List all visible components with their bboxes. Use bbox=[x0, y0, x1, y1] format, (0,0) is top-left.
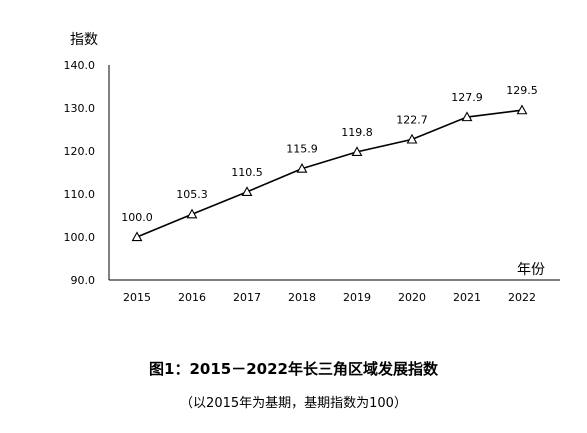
y-tick-label: 120.0 bbox=[64, 145, 96, 158]
chart-subtitle: （以2015年为基期，基期指数为100） bbox=[180, 396, 407, 411]
data-label: 115.9 bbox=[286, 143, 318, 156]
axes bbox=[108, 65, 560, 281]
y-tick-label: 90.0 bbox=[71, 274, 96, 287]
x-tick-label: 2020 bbox=[398, 291, 426, 304]
data-point-marker bbox=[351, 146, 363, 157]
series-line bbox=[136, 109, 523, 238]
x-tick-label: 2016 bbox=[178, 291, 206, 304]
data-point-marker bbox=[296, 162, 308, 173]
x-tick-label: 2018 bbox=[288, 291, 316, 304]
data-point-marker bbox=[186, 208, 198, 219]
data-point-marker bbox=[461, 111, 473, 122]
data-point-marker bbox=[406, 133, 418, 144]
x-tick-label: 2019 bbox=[343, 291, 371, 304]
chart-title: 图1：2015－2022年长三角区域发展指数 bbox=[149, 360, 438, 378]
data-label: 110.5 bbox=[231, 166, 263, 179]
x-tick-label: 2022 bbox=[508, 291, 536, 304]
data-label: 122.7 bbox=[396, 113, 428, 126]
y-tick-label: 100.0 bbox=[64, 231, 96, 244]
x-tick-label: 2017 bbox=[233, 291, 261, 304]
data-label: 129.5 bbox=[506, 84, 538, 97]
data-point-marker bbox=[241, 186, 253, 196]
data-label: 105.3 bbox=[176, 188, 208, 201]
data-point-marker bbox=[516, 104, 528, 115]
y-tick-labels: 90.0 100.0 110.0 120.0 130.0 140.0 bbox=[64, 59, 96, 287]
y-tick-label: 140.0 bbox=[64, 59, 96, 72]
y-tick-label: 110.0 bbox=[64, 188, 96, 201]
data-point-marker bbox=[131, 231, 143, 242]
y-tick-label: 130.0 bbox=[64, 102, 96, 115]
data-labels: 100.0 105.3 110.5 115.9 119.8 122.7 127.9 129.5 bbox=[121, 84, 538, 224]
data-label: 119.8 bbox=[341, 126, 373, 139]
y-axis-title: 指数 bbox=[70, 32, 98, 48]
data-markers bbox=[131, 104, 528, 242]
data-label: 100.0 bbox=[121, 211, 153, 224]
x-axis-title: 年份 bbox=[517, 262, 545, 278]
data-label: 127.9 bbox=[451, 91, 483, 104]
x-tick-labels: 2015 2016 2017 2018 2019 2020 2021 2022 bbox=[123, 291, 536, 304]
x-tick-label: 2015 bbox=[123, 291, 151, 304]
x-tick-label: 2021 bbox=[453, 291, 481, 304]
